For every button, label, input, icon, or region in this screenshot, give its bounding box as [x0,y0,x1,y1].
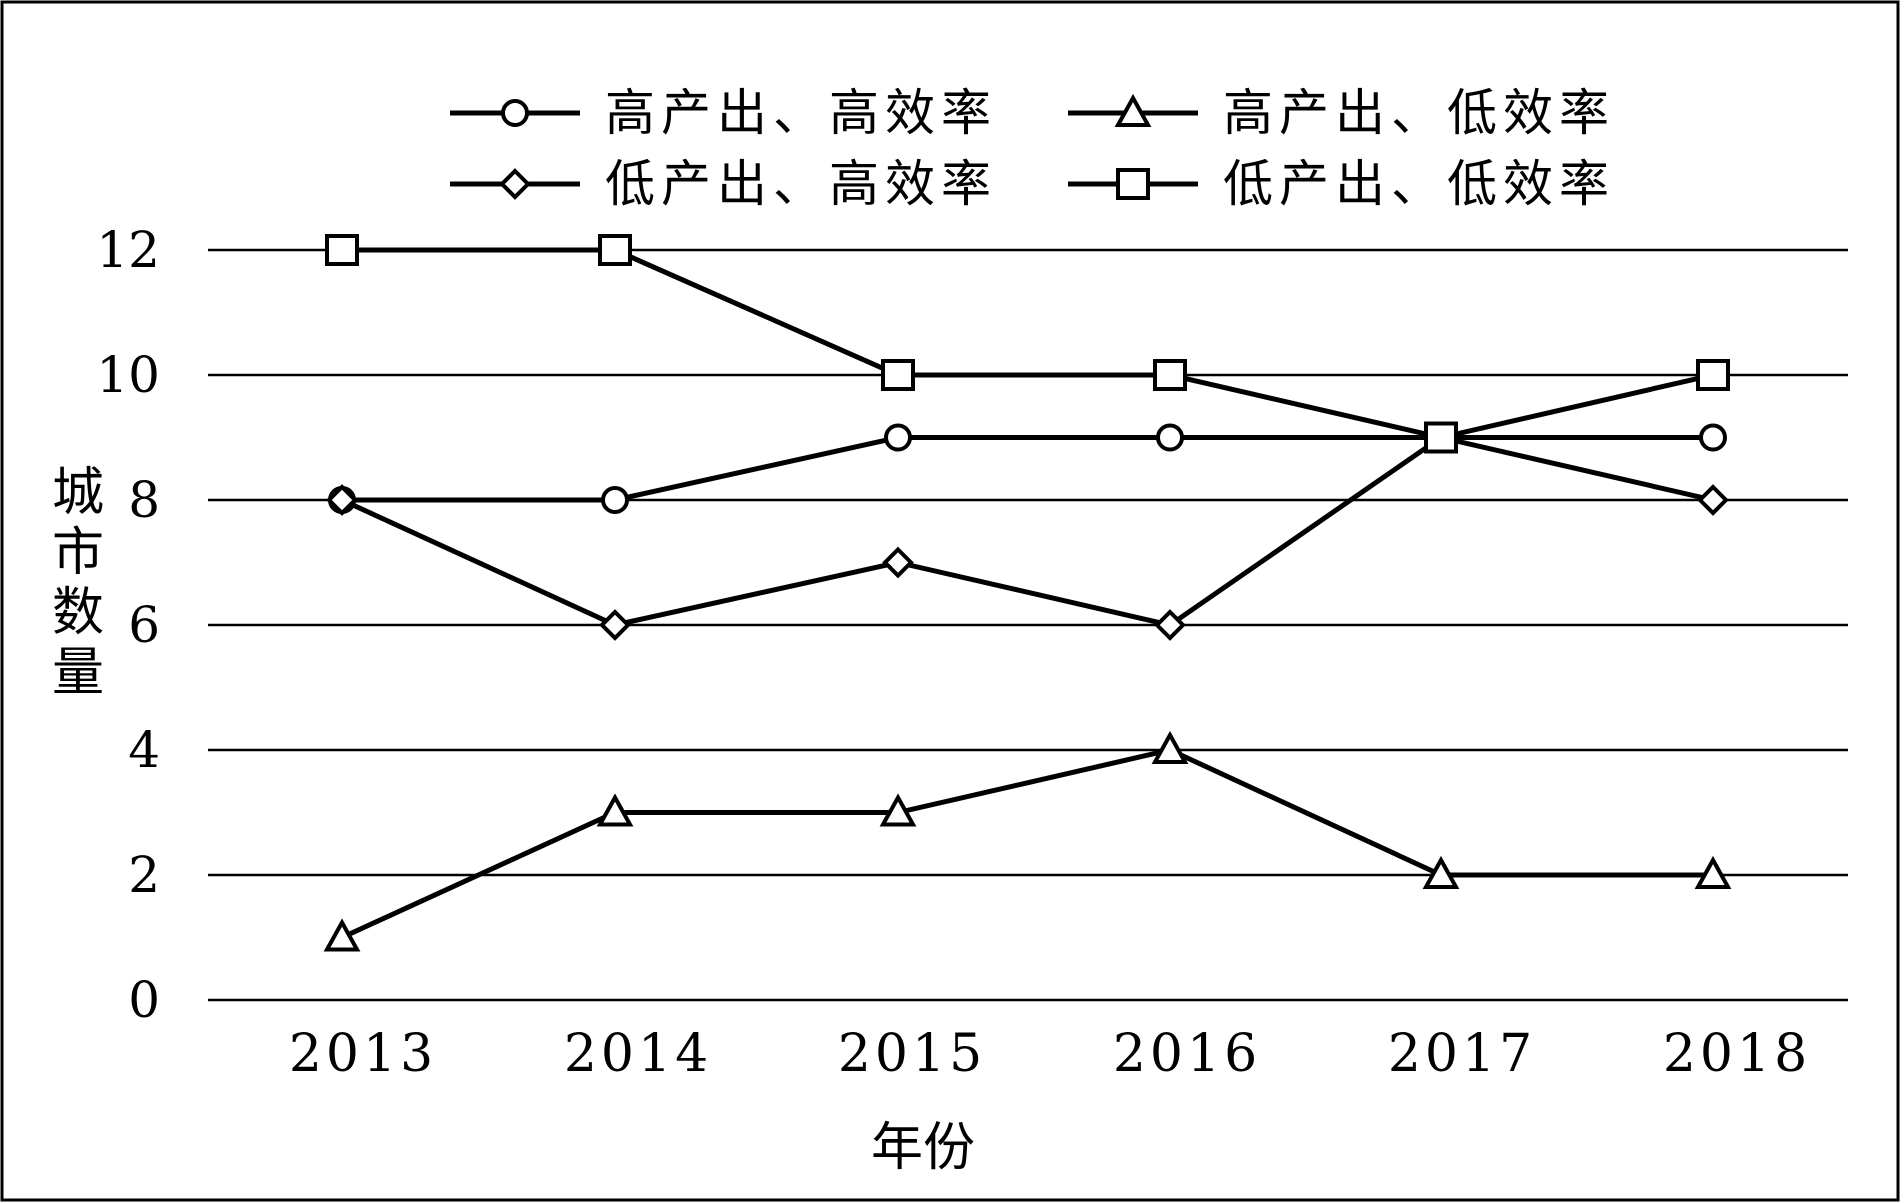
y-tick-label: 2 [128,846,160,904]
y-tick-label: 12 [96,221,160,279]
x-tick-label: 2016 [1113,1024,1261,1084]
y-tick-label: 0 [128,971,160,1029]
data-point-square [1696,359,1730,391]
legend-item: 高产出、高效率 [450,84,997,142]
data-point-triangle [1151,730,1189,764]
data-point-square [1424,421,1458,454]
legend-label: 低产出、低效率 [1223,155,1615,213]
legend-marker-circle [501,99,529,127]
series-line-3 [340,435,1714,628]
x-tick-label: 2013 [289,1024,437,1084]
y-tick-label: 6 [128,596,160,654]
x-axis-label: 年份 [871,1118,975,1178]
data-point-triangle [1422,855,1460,889]
data-point-diamond [1697,484,1729,516]
data-point-triangle [323,918,361,952]
y-tick-label: 8 [128,471,160,529]
legend-label: 高产出、高效率 [605,84,997,142]
data-point-square [325,234,359,266]
legend-marker-diamond [499,168,531,200]
data-point-diamond [882,546,914,579]
y-tick-labels: 0 2 4 6 8 10 12 [96,221,160,1029]
series-line-4 [342,247,1714,440]
x-tick-labels: 2013 2014 2015 2016 2017 2018 [289,1024,1811,1084]
y-tick-label: 4 [128,721,160,779]
x-tick-label: 2018 [1663,1024,1811,1084]
series-lines [340,247,1714,940]
legend-label: 低产出、高效率 [605,155,997,213]
legend-item: 低产出、低效率 [1068,155,1615,213]
series-line-2 [340,747,1713,940]
legend-label: 高产出、低效率 [1223,84,1615,142]
data-point-square [598,234,632,266]
x-tick-label: 2015 [838,1024,986,1084]
data-point-circle [884,423,912,452]
data-point-square [1153,359,1187,391]
legend-item: 低产出、高效率 [450,155,997,213]
series-markers [323,234,1732,952]
legend-marker-square [1116,168,1150,200]
legend-item: 高产出、低效率 [1068,84,1615,142]
y-axis-label: 城市数量 [52,463,104,703]
y-tick-label: 10 [96,346,160,404]
data-point-diamond [1154,609,1186,641]
series-line-1 [342,435,1713,503]
data-point-triangle [879,793,917,827]
data-point-circle [1699,423,1727,452]
data-point-diamond [326,484,358,516]
legend-marker-triangle [1114,93,1152,127]
data-point-square [881,359,915,391]
data-point-triangle [596,793,634,827]
data-point-diamond [599,609,631,641]
x-tick-label: 2014 [564,1024,712,1084]
x-tick-label: 2017 [1388,1024,1536,1084]
data-point-triangle [1694,855,1732,889]
data-point-circle [601,486,629,514]
data-point-circle [1156,423,1184,452]
